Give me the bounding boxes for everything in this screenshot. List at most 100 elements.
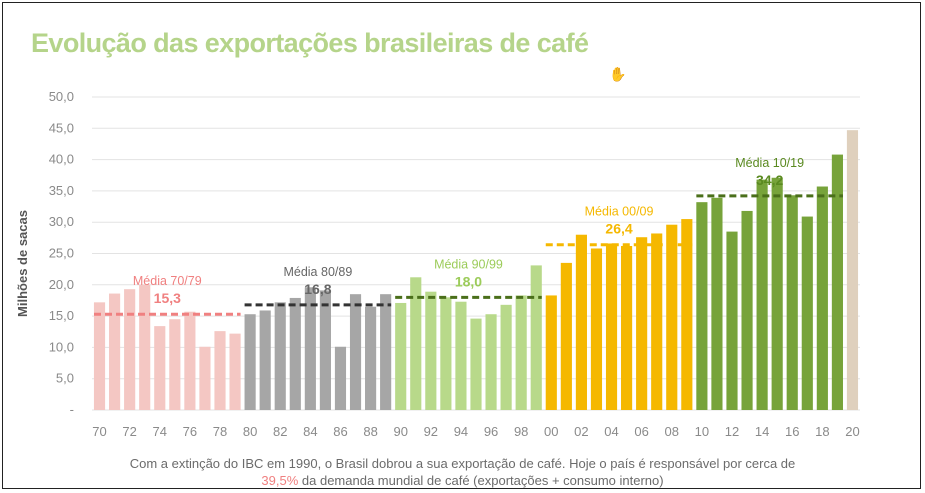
x-tick-label: 12 xyxy=(725,424,739,439)
caption-text-end: da demanda mundial de café (exportações … xyxy=(301,473,664,488)
bar-2004 xyxy=(605,243,618,410)
bar-2010 xyxy=(696,202,708,410)
x-tick-label: 70 xyxy=(92,424,106,439)
bar-2000 xyxy=(545,295,557,410)
x-tick-label: 04 xyxy=(604,424,618,439)
average-label: Média 80/89 xyxy=(283,265,352,279)
bar-2012 xyxy=(726,231,738,410)
bar-1972 xyxy=(124,289,136,410)
bar-1973 xyxy=(139,284,151,410)
bar-2007 xyxy=(651,233,663,410)
average-label: Média 90/99 xyxy=(434,257,503,271)
hand-cursor-icon: ✋ xyxy=(609,66,627,82)
bar-2001 xyxy=(560,262,572,410)
bar-2018 xyxy=(816,186,828,410)
y-tick-label: 40,0 xyxy=(49,152,74,167)
bar-2011 xyxy=(711,197,723,410)
x-tick-label: 98 xyxy=(514,424,528,439)
bar-2006 xyxy=(636,237,648,410)
bar-1977 xyxy=(199,346,211,410)
bar-1970 xyxy=(93,302,106,410)
x-tick-label: 86 xyxy=(333,424,347,439)
y-tick-label: 30,0 xyxy=(49,214,74,229)
average-label: Média 10/19 xyxy=(735,156,804,170)
y-tick-label: - xyxy=(70,402,74,417)
bar-1998 xyxy=(515,295,527,410)
caption-text: Com a extinção do IBC em 1990, o Brasil … xyxy=(129,456,796,471)
bar-1991 xyxy=(410,277,422,410)
bar-2014 xyxy=(756,179,768,410)
y-tick-label: 20,0 xyxy=(49,277,74,292)
bar-2008 xyxy=(666,224,678,410)
x-tick-label: 06 xyxy=(634,424,648,439)
bar-1974 xyxy=(154,326,166,410)
caption-highlight: 39,5% xyxy=(261,473,299,488)
x-tick-label: 16 xyxy=(785,424,799,439)
x-tick-label: 18 xyxy=(815,424,829,439)
x-tick-label: 76 xyxy=(183,424,197,439)
bar-2020 xyxy=(846,130,859,411)
bar-2013 xyxy=(741,210,753,410)
x-tick-label: 08 xyxy=(665,424,679,439)
chart-caption: Com a extinção do IBC em 1990, o Brasil … xyxy=(0,455,925,489)
x-tick-label: 90 xyxy=(393,424,407,439)
bar-1976 xyxy=(184,311,196,410)
x-tick-label: 84 xyxy=(303,424,317,439)
x-tick-label: 74 xyxy=(153,424,167,439)
bar-1983 xyxy=(289,297,301,410)
bar-1989 xyxy=(380,294,392,410)
bar-2017 xyxy=(801,216,813,410)
x-tick-label: 82 xyxy=(273,424,287,439)
bar-1988 xyxy=(365,306,377,410)
y-tick-label: 35,0 xyxy=(49,183,74,198)
x-tick-label: 88 xyxy=(363,424,377,439)
bar-1979 xyxy=(229,333,241,410)
bar-1997 xyxy=(500,304,512,410)
bar-1993 xyxy=(440,297,452,410)
y-tick-label: 5,0 xyxy=(56,371,74,386)
bar-1990 xyxy=(395,302,407,410)
bar-1995 xyxy=(470,318,482,410)
bar-chart: - 5,0 10,0 15,0 20,0 25,0 30,0 35,0 40,0 45,0 50,0… xyxy=(15,89,860,439)
x-tick-label: 14 xyxy=(755,424,769,439)
bar-2005 xyxy=(621,245,633,410)
average-label: Média 00/09 xyxy=(585,205,654,219)
bar-1986 xyxy=(334,346,347,410)
bar-1984 xyxy=(304,287,316,410)
bar-2015 xyxy=(771,177,783,410)
x-tick-label: 20 xyxy=(845,424,859,439)
bar-2016 xyxy=(786,195,798,410)
average-value: 34,2 xyxy=(756,172,783,188)
y-tick-label: 45,0 xyxy=(49,120,74,135)
bar-1978 xyxy=(214,331,226,410)
bar-1982 xyxy=(274,302,286,410)
bar-1996 xyxy=(485,314,497,410)
x-tick-label: 96 xyxy=(484,424,498,439)
x-tick-label: 02 xyxy=(574,424,588,439)
bar-1992 xyxy=(425,291,437,410)
bar-1971 xyxy=(109,293,121,410)
x-tick-label: 00 xyxy=(544,424,558,439)
x-tick-label: 92 xyxy=(424,424,438,439)
y-tick-label: 50,0 xyxy=(49,89,74,104)
average-value: 18,0 xyxy=(455,273,482,289)
bar-1994 xyxy=(455,301,467,410)
x-tick-label: 10 xyxy=(695,424,709,439)
average-value: 15,3 xyxy=(154,290,181,306)
chart-title: Evolução das exportações brasileiras de … xyxy=(31,28,589,58)
bar-2009 xyxy=(681,219,693,410)
average-label: Média 70/79 xyxy=(133,274,202,288)
bar-1987 xyxy=(349,294,362,410)
bar-1980 xyxy=(244,314,256,410)
bar-2003 xyxy=(590,248,603,410)
x-tick-label: 94 xyxy=(454,424,468,439)
y-tick-label: 10,0 xyxy=(49,339,74,354)
y-tick-label: 25,0 xyxy=(49,246,74,261)
bar-2002 xyxy=(575,234,587,410)
x-tick-label: 72 xyxy=(122,424,136,439)
bar-1999 xyxy=(530,265,542,410)
bar-2019 xyxy=(831,154,843,410)
x-tick-label: 78 xyxy=(213,424,227,439)
bar-1975 xyxy=(169,319,181,410)
bar-1985 xyxy=(319,290,331,410)
